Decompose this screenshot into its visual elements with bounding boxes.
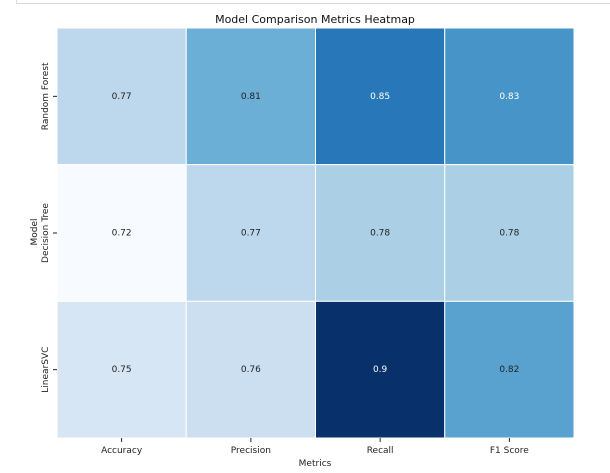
x-tick-label: Accuracy <box>101 446 143 456</box>
cell-value-label: 0.77 <box>241 229 261 239</box>
cell-value-label: 0.83 <box>499 92 519 102</box>
cell-value-label: 0.76 <box>241 365 261 375</box>
y-tick-label: Decision Tree <box>41 203 51 263</box>
heatmap-cell <box>315 300 446 439</box>
heatmap-cell <box>444 164 575 302</box>
x-tick-label: F1 Score <box>490 446 529 456</box>
cell-value-label: 0.78 <box>370 229 390 239</box>
x-axis-label: Metrics <box>299 459 332 469</box>
y-tick-label: Random Forest <box>41 62 51 130</box>
heatmap-cell <box>315 164 446 302</box>
y-axis-ticks: Random Forest Decision Tree LinearSVC <box>41 62 57 393</box>
heatmap-cell <box>56 27 187 166</box>
cell-value-label: 0.9 <box>373 365 388 375</box>
heatmap-cell <box>185 27 316 166</box>
heatmap-cell <box>185 164 316 302</box>
x-tick-label: Precision <box>231 446 271 456</box>
cell-value-label: 0.77 <box>112 92 132 102</box>
heatmap-cell <box>444 27 575 166</box>
cell-value-label: 0.72 <box>112 229 132 239</box>
cell-value-label: 0.85 <box>370 92 390 102</box>
cell-value-label: 0.82 <box>499 365 519 375</box>
cell-value-label: 0.81 <box>241 92 261 102</box>
y-axis-label: Model <box>30 218 40 245</box>
chart-title: Model Comparison Metrics Heatmap <box>215 13 415 26</box>
heatmap-cells: 0.77 0.81 0.85 0.83 0.72 0.77 0.78 0.78 0.75 0.76… <box>56 27 575 439</box>
heatmap-cell <box>56 164 187 302</box>
cell-value-label: 0.75 <box>112 365 132 375</box>
y-tick-label: LinearSVC <box>41 347 51 393</box>
x-axis-ticks: Accuracy Precision Recall F1 Score <box>101 438 529 456</box>
x-tick-label: Recall <box>367 446 394 456</box>
top-frame <box>16 0 610 4</box>
cell-value-label: 0.78 <box>499 229 519 239</box>
heatmap-cell <box>185 300 316 439</box>
heatmap-cell <box>444 300 575 439</box>
